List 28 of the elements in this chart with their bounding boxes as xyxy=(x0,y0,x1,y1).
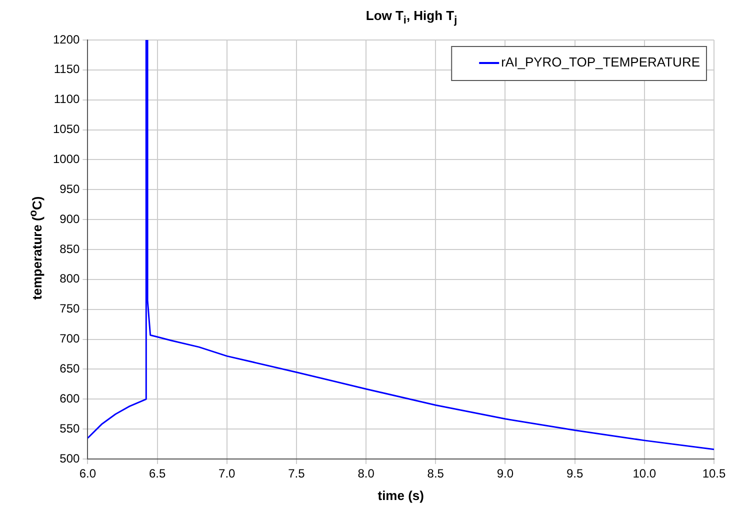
legend-label: rAI_PYRO_TOP_TEMPERATURE xyxy=(501,54,700,70)
y-tick-label: 850 xyxy=(60,242,80,256)
x-tick-label: 6.5 xyxy=(148,466,166,481)
x-tick-label: 8.0 xyxy=(358,466,375,481)
y-tick-label: 1100 xyxy=(54,92,80,106)
x-tick-label: 10.5 xyxy=(702,466,726,481)
chart-title: Low T$_{i}$, High T$_{j}$ xyxy=(364,8,458,27)
x-tick-label: 9.0 xyxy=(496,466,514,481)
y-tick-label: 600 xyxy=(60,391,80,406)
x-tick-label: 6.0 xyxy=(79,466,96,481)
y-tick-label: 650 xyxy=(60,362,80,376)
y-tick-label: 1050 xyxy=(52,122,80,136)
x-axis-title: time (s) xyxy=(378,488,424,503)
y-tick-label: 550 xyxy=(60,421,80,436)
y-tick-label: 700 xyxy=(60,332,80,346)
x-tick-label: 7.5 xyxy=(288,466,306,481)
y-tick-label: 900 xyxy=(60,212,80,226)
x-tick-label: 8.5 xyxy=(427,466,444,481)
y-tick-label: 1150 xyxy=(54,62,80,76)
x-tick-label: 7.0 xyxy=(218,466,236,481)
x-tick-label: 9.5 xyxy=(566,466,584,481)
y-tick-label: 1200 xyxy=(52,32,80,46)
x-tick-label: 10.0 xyxy=(632,466,656,481)
y-tick-label: 750 xyxy=(60,302,80,316)
y-tick-label: 1000 xyxy=(52,152,80,166)
y-tick-label: 800 xyxy=(60,272,80,286)
y-tick-label: 500 xyxy=(60,451,80,466)
y-tick-label: 950 xyxy=(60,182,80,196)
